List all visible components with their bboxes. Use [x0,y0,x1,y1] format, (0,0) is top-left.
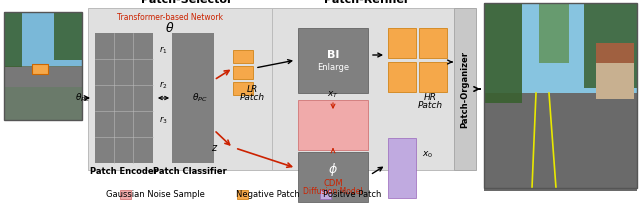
Text: Patch-Selector: Patch-Selector [141,0,233,5]
Text: Patch-Refiner: Patch-Refiner [324,0,410,5]
Bar [4,12,22,67]
Bar [596,61,634,99]
Bar [454,8,476,170]
Text: $r_1$: $r_1$ [159,44,167,56]
Bar [172,33,214,163]
Text: Patch: Patch [239,93,264,102]
Bar [4,67,82,87]
Bar [298,100,368,150]
Bar [298,152,368,202]
Bar [419,28,447,58]
Bar [484,93,637,191]
Text: BI: BI [327,50,339,60]
Text: Diffusion Model: Diffusion Model [303,186,363,195]
Bar [4,12,82,66]
Text: Patch Encoder: Patch Encoder [90,167,158,176]
Text: $z$: $z$ [211,143,219,153]
Bar [596,43,634,63]
Bar [233,82,253,95]
Bar [237,190,248,199]
Text: Enlarge: Enlarge [317,63,349,72]
Bar [95,33,153,163]
Bar [484,3,522,103]
Text: $\theta_{PC}$: $\theta_{PC}$ [192,92,208,104]
Bar [4,66,82,120]
Bar [233,66,253,79]
Bar [32,64,48,74]
Text: Patch-Organizer: Patch-Organizer [461,51,470,128]
Bar [388,138,416,198]
Bar [120,190,131,199]
Text: $\theta_{PE}$: $\theta_{PE}$ [76,92,91,104]
Bar [88,8,286,170]
Bar [484,3,637,188]
Text: CDM: CDM [323,178,343,187]
Text: $r_2$: $r_2$ [159,79,167,91]
Bar [272,8,462,170]
Bar [539,3,569,63]
Text: Positive Patch: Positive Patch [323,190,381,199]
Text: $\theta$: $\theta$ [165,21,175,35]
Text: HR: HR [424,93,436,102]
Text: Gaussian Noise Sample: Gaussian Noise Sample [106,190,204,199]
Text: $x_T$: $x_T$ [327,90,339,100]
Bar [298,28,368,93]
Bar [388,28,416,58]
Bar [484,3,637,93]
Text: $x_0$: $x_0$ [422,150,433,160]
Text: Transformer-based Network: Transformer-based Network [117,13,223,22]
Text: Patch Classifier: Patch Classifier [153,167,227,176]
Text: $\phi$: $\phi$ [328,162,338,178]
Text: $r_3$: $r_3$ [159,114,168,126]
Bar [4,12,82,120]
Text: LR: LR [246,85,258,94]
Bar [54,12,82,60]
Bar [584,3,637,88]
Text: Negative Patch: Negative Patch [236,190,300,199]
Bar [320,190,331,199]
Text: Patch: Patch [417,102,443,111]
Bar [233,50,253,63]
Bar [388,62,416,92]
Bar [419,62,447,92]
